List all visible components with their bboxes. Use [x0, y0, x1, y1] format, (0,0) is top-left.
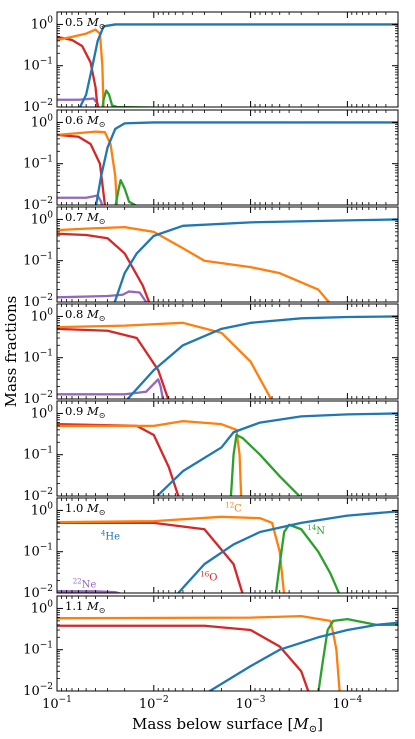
- y-tick-label: 100: [31, 404, 54, 421]
- line-c12: [57, 420, 243, 496]
- line-he4: [113, 218, 398, 302]
- species-label-he4: 4He: [101, 529, 120, 542]
- line-he4: [126, 315, 398, 399]
- panel-frame: [56, 400, 399, 497]
- y-tick-label: 10−1: [23, 543, 53, 560]
- line-ne22: [57, 290, 149, 302]
- y-tick-label: 100: [31, 599, 54, 616]
- line-he4: [78, 23, 398, 107]
- panel-1-1-msun: 100 10−1 10−2 1.1 M⊙: [23, 595, 399, 699]
- line-o16: [57, 423, 180, 496]
- panel-frame: [56, 11, 399, 108]
- y-tick-label: 10−2: [23, 196, 53, 213]
- y-tick-label: 10−1: [23, 252, 53, 269]
- line-n14: [114, 178, 148, 205]
- y-tick-label: 10−1: [23, 349, 53, 366]
- line-c12: [57, 515, 286, 593]
- panel-0-5-msun: 100 10−1 10−2 0.5 M⊙: [23, 11, 399, 115]
- y-tick-label: 100: [31, 307, 54, 324]
- y-tick-label: 10−2: [23, 390, 53, 407]
- y-tick-label: 10−1: [23, 446, 53, 463]
- panel-frame: [56, 595, 399, 692]
- x-axis-title: Mass below surface [M⊙]: [132, 715, 323, 735]
- line-he4: [176, 510, 398, 593]
- panel-0-6-msun: 100 10−1 10−2 0.6 M⊙: [23, 109, 399, 213]
- line-ne22: [57, 590, 123, 593]
- panel-frame: [56, 206, 399, 303]
- line-he4: [94, 121, 398, 205]
- y-tick-label: 10−1: [23, 155, 53, 172]
- line-o16: [57, 35, 99, 107]
- series-group: [57, 315, 398, 399]
- line-c12: [57, 28, 105, 107]
- panel-mass-label: 1.1 M⊙: [65, 599, 105, 615]
- panel-frame: [56, 109, 399, 206]
- y-tick-label: 10−2: [23, 98, 53, 115]
- y-tick-label: 100: [31, 501, 54, 518]
- line-n14: [317, 618, 398, 691]
- y-tick-label: 10−1: [23, 641, 53, 658]
- y-tick-label: 100: [31, 210, 54, 227]
- x-tick-label: 10−2: [139, 695, 169, 712]
- y-tick-label: 10−2: [23, 487, 53, 504]
- panel-frame: [56, 497, 399, 594]
- y-tick-label: 100: [31, 113, 54, 130]
- panel-mass-label: 0.7 M⊙: [65, 210, 105, 226]
- species-label-o16: 16O: [200, 571, 217, 584]
- panel-1-0-msun: 100 10−1 10−2 1.0 M⊙ 12C 4He 14N 16O 22Ne: [23, 497, 399, 601]
- x-tick-label: 10−1: [42, 695, 72, 712]
- series-group: [57, 23, 398, 107]
- y-axis-title: Mass fractions: [2, 296, 20, 408]
- panel-0-9-msun: 100 10−1 10−2 0.9 M⊙: [23, 400, 399, 504]
- line-c12: [57, 615, 341, 691]
- line-n14: [101, 89, 177, 107]
- line-n14: [274, 523, 341, 593]
- line-n14: [229, 433, 301, 496]
- panel-mass-label: 0.5 M⊙: [65, 15, 105, 31]
- line-he4: [155, 412, 398, 496]
- panel-mass-label: 0.6 M⊙: [65, 113, 105, 129]
- x-tick-label: 10−3: [236, 695, 266, 712]
- species-label-ne22: 22Ne: [73, 578, 97, 591]
- line-ne22: [57, 378, 165, 399]
- line-c12: [57, 130, 119, 205]
- series-group: [57, 218, 398, 302]
- species-label-n14: 14N: [307, 524, 325, 537]
- series-group: [57, 615, 398, 691]
- panel-0-7-msun: 100 10−1 10−2 0.7 M⊙: [23, 206, 399, 310]
- series-group: [57, 510, 398, 593]
- x-tick-label: 10−4: [332, 695, 362, 712]
- line-o16: [57, 327, 170, 399]
- panel-mass-label: 1.0 M⊙: [65, 501, 105, 517]
- species-label-c12: 12C: [225, 501, 242, 514]
- series-group: [57, 412, 398, 496]
- line-c12: [57, 321, 273, 399]
- y-tick-label: 10−2: [23, 293, 53, 310]
- line-c12: [57, 226, 331, 302]
- y-tick-label: 10−2: [23, 584, 53, 601]
- line-o16: [57, 521, 244, 593]
- panel-frame: [56, 303, 399, 400]
- line-he4: [207, 621, 398, 691]
- series-group: [57, 121, 398, 205]
- panel-mass-label: 0.8 M⊙: [65, 307, 105, 323]
- panel-0-8-msun: 100 10−1 10−2 0.8 M⊙: [23, 303, 399, 407]
- panel-mass-label: 0.9 M⊙: [65, 404, 105, 420]
- y-tick-label: 10−1: [23, 57, 53, 74]
- line-o16: [57, 624, 310, 691]
- y-tick-label: 100: [31, 15, 54, 32]
- y-tick-label: 10−2: [23, 682, 53, 699]
- line-o16: [57, 232, 151, 302]
